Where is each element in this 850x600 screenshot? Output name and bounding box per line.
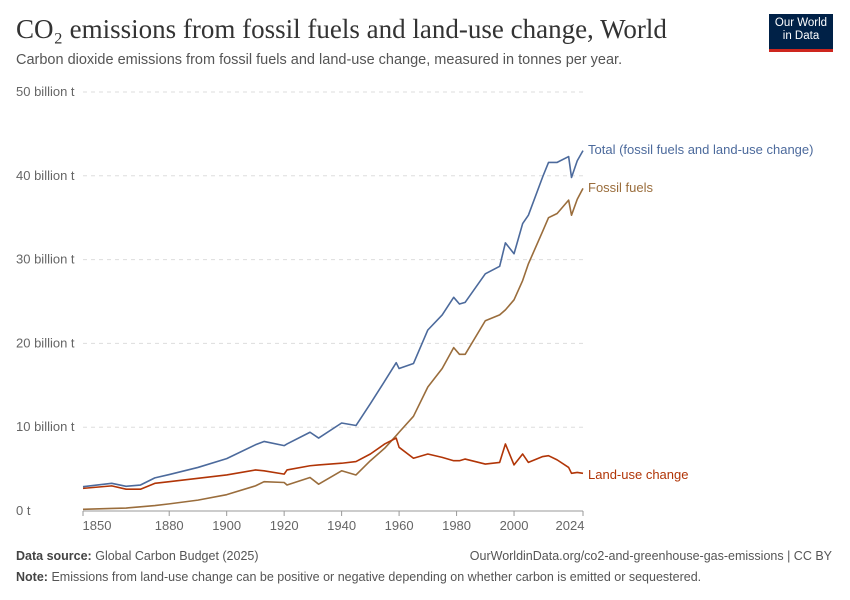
source-label: Data source: — [16, 549, 92, 563]
y-tick-label: 20 billion t — [16, 335, 75, 350]
note-label: Note: — [16, 570, 48, 584]
x-tick-label: 1900 — [212, 518, 241, 533]
series-label: Land-use change — [588, 467, 688, 482]
x-tick-label: 1850 — [83, 518, 112, 533]
x-tick-label: 2024 — [556, 518, 585, 533]
note: Note: Emissions from land-use change can… — [16, 570, 701, 584]
series-line-2 — [82, 437, 584, 491]
x-tick-label: 2000 — [500, 518, 529, 533]
x-tick-label: 1940 — [327, 518, 356, 533]
y-tick-label: 10 billion t — [16, 419, 75, 434]
x-tick-label: 1880 — [155, 518, 184, 533]
y-tick-label: 50 billion t — [16, 84, 75, 99]
series-label: Total (fossil fuels and land-use change) — [588, 142, 813, 157]
note-text: Emissions from land-use change can be po… — [51, 570, 702, 584]
owid-logo[interactable]: Our World in Data — [769, 14, 833, 52]
y-tick-label: 30 billion t — [16, 252, 75, 267]
data-source: Data source: Global Carbon Budget (2025) — [16, 549, 259, 563]
x-tick-label: 1980 — [442, 518, 471, 533]
y-tick-label: 0 t — [16, 503, 31, 518]
y-tick-label: 40 billion t — [16, 168, 75, 183]
source-text[interactable]: Global Carbon Budget (2025) — [95, 549, 259, 563]
series-line-0 — [82, 150, 584, 488]
source-url[interactable]: OurWorldinData.org/co2-and-greenhouse-ga… — [469, 549, 832, 563]
chart-subtitle: Carbon dioxide emissions from fossil fue… — [16, 52, 623, 68]
series-label: Fossil fuels — [588, 180, 654, 195]
x-tick-label: 1920 — [270, 518, 299, 533]
x-tick-label: 1960 — [385, 518, 414, 533]
chart-title: CO₂ emissions from fossil fuels and land… — [16, 14, 667, 44]
series-line-1 — [82, 187, 584, 511]
